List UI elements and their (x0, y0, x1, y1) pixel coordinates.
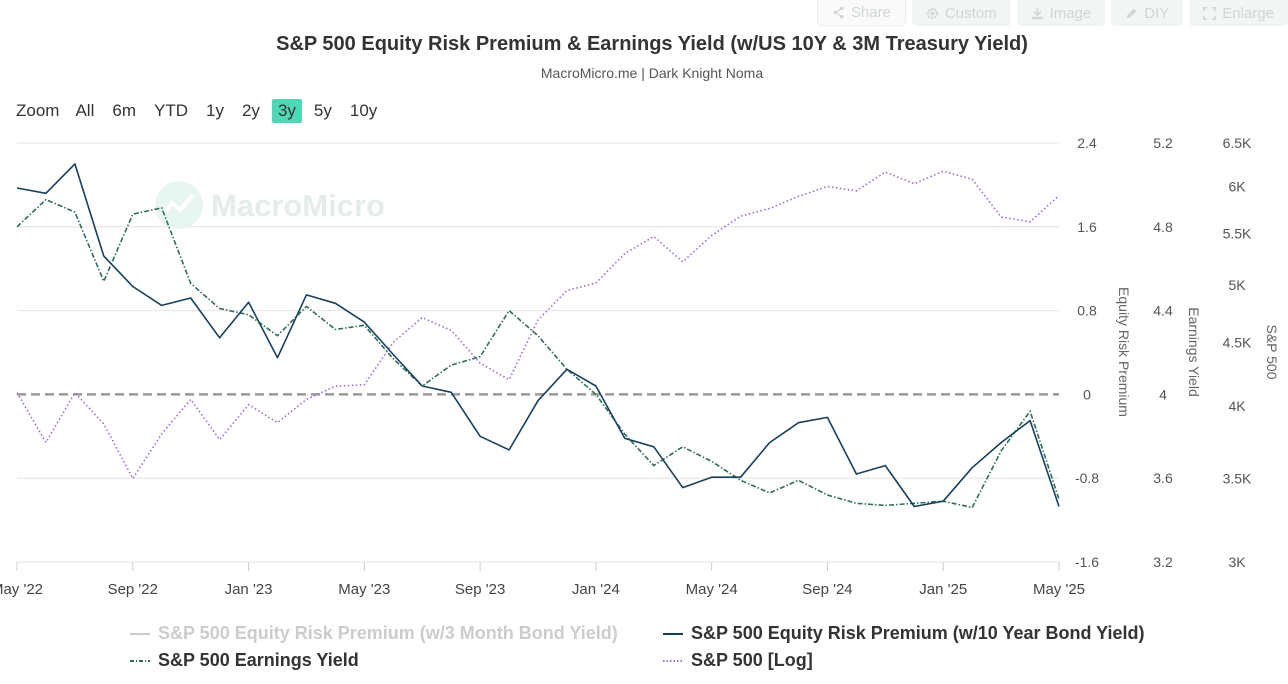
range-1y-button[interactable]: 1y (206, 101, 224, 120)
legend-swatch-erp-10y (663, 632, 683, 635)
sp500-axis-tick-label: 4.5K (1223, 334, 1252, 350)
sp500-axis-tick-label: 3.5K (1223, 470, 1252, 486)
x-tick-label: Jan '25 (919, 581, 967, 598)
expand-icon (1203, 6, 1217, 20)
erp-axis-tick-label: -1.6 (1075, 554, 1099, 570)
legend-swatch-erp-3m (130, 632, 150, 635)
earnings-yield-axis-tick-label: 3.2 (1153, 554, 1173, 570)
sp500-axis-tick-label: 6K (1228, 178, 1246, 194)
gear-icon (926, 7, 939, 19)
x-tick-label: Jan '23 (225, 581, 273, 598)
sp500-axis-tick-label: 5.5K (1223, 226, 1252, 242)
diy-button[interactable]: DIY (1111, 0, 1184, 26)
pencil-icon (1126, 8, 1137, 18)
sp500-axis-tick-label: 6.5K (1223, 135, 1252, 151)
sp500-axis-tick-label: 3K (1228, 554, 1246, 570)
zoom-label: Zoom (16, 101, 60, 120)
watermark-chart-icon (161, 193, 195, 217)
sp500-axis-tick-label: 5K (1228, 277, 1246, 293)
sp500-series-line (16, 170, 1060, 480)
x-tick-label: May '25 (1033, 581, 1085, 598)
range-ytd-button[interactable]: YTD (154, 101, 188, 120)
x-tick-label: Jan '24 (572, 581, 620, 598)
watermark-logo-icon (155, 181, 203, 229)
earnings-yield-axis-tick-label: 5.2 (1153, 135, 1173, 151)
watermark: MacroMicro (155, 181, 385, 229)
earnings-yield-axis-tick-label: 4.4 (1153, 303, 1173, 319)
share-label: Share (850, 4, 891, 21)
legend-label-sp500: S&P 500 [Log] (691, 650, 813, 670)
enlarge-label: Enlarge (1222, 4, 1274, 22)
custom-label: Custom (944, 4, 997, 22)
enlarge-button[interactable]: Enlarge (1189, 0, 1288, 26)
range-6m-button[interactable]: 6m (112, 101, 136, 120)
watermark-text: MacroMicro (211, 188, 385, 223)
range-selector: Zoom All 6m YTD 1y 2y 3y 5y 10y (16, 99, 389, 123)
erp-axis-tick-label: 2.4 (1077, 135, 1097, 151)
custom-button[interactable]: Custom (911, 0, 1011, 26)
x-tick-label: May '24 (686, 581, 738, 598)
legend-item-erp-10y[interactable]: S&P 500 Equity Risk Premium (w/10 Year B… (663, 623, 1145, 644)
download-icon (1031, 7, 1043, 19)
x-tick-label: Sep '22 (108, 581, 158, 598)
earnings-yield-axis-tick-label: 4.8 (1153, 219, 1173, 235)
earnings-yield-series-line (16, 198, 1060, 509)
diy-label: DIY (1144, 4, 1170, 22)
sp500-axis-tick-label: 4K (1228, 398, 1246, 414)
legend-label-erp-10y: S&P 500 Equity Risk Premium (w/10 Year B… (691, 623, 1145, 643)
earnings-yield-axis-tick-label: 3.6 (1153, 470, 1173, 486)
legend-item-earnings-yield[interactable]: S&P 500 Earnings Yield (130, 650, 359, 671)
legend-swatch-earnings-yield (130, 659, 150, 662)
legend-item-erp-3m[interactable]: S&P 500 Equity Risk Premium (w/3 Month B… (130, 623, 618, 644)
legend-item-sp500[interactable]: S&P 500 [Log] (663, 650, 813, 671)
x-tick-label: May '23 (338, 581, 390, 598)
axis-title: Equity Risk Premium (1116, 287, 1132, 417)
range-5y-button[interactable]: 5y (313, 101, 332, 120)
share-icon (833, 6, 844, 19)
range-all-button[interactable]: All (75, 101, 95, 120)
legend-label-earnings-yield: S&P 500 Earnings Yield (158, 650, 359, 670)
export-toolbar: Share Custom Image DIY Enlarge (816, 0, 1288, 26)
share-button[interactable]: Share (816, 0, 906, 26)
x-tick-label: Sep '24 (802, 581, 852, 598)
legend-swatch-sp500 (663, 659, 683, 662)
erp-axis-tick-label: 1.6 (1077, 219, 1097, 235)
axis-title: Earnings Yield (1186, 307, 1202, 397)
erp-axis-tick-label: 0.8 (1077, 303, 1097, 319)
chart-subtitle: MacroMicro.me | Dark Knight Noma (540, 65, 764, 81)
axis-title: S&P 500 (1264, 324, 1280, 379)
erp-10y-series-line (16, 163, 1060, 508)
erp-axis-tick-label: 0 (1083, 386, 1091, 402)
range-2y-button[interactable]: 2y (241, 101, 260, 120)
image-label: Image (1049, 4, 1092, 22)
x-tick-label: Sep '23 (455, 581, 505, 598)
legend-label-erp-3m: S&P 500 Equity Risk Premium (w/3 Month B… (158, 623, 618, 643)
range-3y-button[interactable]: 3y (271, 99, 302, 123)
erp-axis-tick-label: -0.8 (1075, 470, 1099, 486)
x-tick-label: May '22 (0, 581, 43, 598)
image-button[interactable]: Image (1016, 0, 1106, 26)
chart-title: S&P 500 Equity Risk Premium & Earnings Y… (276, 33, 1028, 55)
range-10y-button[interactable]: 10y (349, 101, 378, 120)
earnings-yield-axis-tick-label: 4 (1159, 386, 1167, 402)
